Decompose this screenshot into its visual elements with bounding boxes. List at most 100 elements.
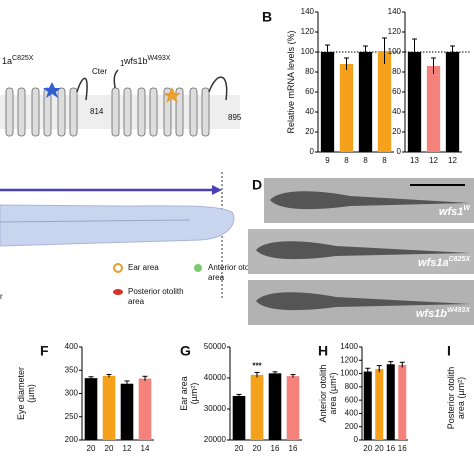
y-axis-label: Posterior otolitharea (µm²) xyxy=(446,367,466,430)
panel-letter: H xyxy=(318,343,328,359)
y-tick-label: 200 xyxy=(65,435,79,444)
n-label: 8 xyxy=(344,156,349,165)
legend-swatch xyxy=(113,263,123,273)
y-tick-label: 400 xyxy=(65,342,79,351)
bar xyxy=(398,364,407,440)
legend-swatch xyxy=(194,264,202,272)
protein-label: 1aC825X xyxy=(2,55,34,67)
n-label: 16 xyxy=(386,444,395,453)
y-tick-label: 60 xyxy=(305,87,314,96)
n-label: 8 xyxy=(382,156,387,165)
y-tick-label: 800 xyxy=(345,382,359,391)
n-label: 9 xyxy=(325,156,330,165)
n-label: 20 xyxy=(105,444,114,453)
n-label: 16 xyxy=(398,444,407,453)
bar xyxy=(445,52,460,152)
bar xyxy=(120,383,134,440)
y-tick-label: 200 xyxy=(345,422,359,431)
c-terminal-tail xyxy=(76,77,88,101)
significance: *** xyxy=(252,362,262,371)
y-tick-label: 40 xyxy=(305,107,314,116)
y-axis-label-line: Relative mRNA levels (%) xyxy=(286,30,296,133)
y-tick-label: 100 xyxy=(388,47,402,56)
genotype-label: wfs1bW493X xyxy=(416,307,471,320)
y-axis-label-line: Ear area xyxy=(179,376,189,411)
n-label: 20 xyxy=(87,444,96,453)
residue-label: 814 xyxy=(90,107,104,116)
protein-diagram: 1aC825X wfs1bW493X Cter 1 814 895 xyxy=(0,55,242,137)
y-axis-label-line: Eye diameter xyxy=(16,367,26,420)
genotype-label: wfs1aC825X xyxy=(418,256,471,269)
y-axis-label-line: Anterior otolith xyxy=(318,364,328,422)
bar xyxy=(320,52,335,152)
bar xyxy=(358,52,373,152)
protein-name: wfs1b xyxy=(123,56,148,66)
panel-letter: B xyxy=(262,9,272,25)
y-axis-label-line: (µm) xyxy=(26,384,36,403)
n-label: 16 xyxy=(289,444,298,453)
y-tick-label: 0 xyxy=(397,147,402,156)
cter-label: Cter xyxy=(92,67,107,76)
genotype-superscript: W xyxy=(463,205,471,212)
bar xyxy=(375,368,384,440)
y-tick-label: 60 xyxy=(392,87,401,96)
y-tick-label: 0 xyxy=(354,435,359,444)
y-tick-label: 20 xyxy=(392,127,401,136)
y-tick-label: 0 xyxy=(310,147,315,156)
mutation-star xyxy=(43,82,61,98)
genotype-name: wfs1 xyxy=(439,206,463,218)
bar xyxy=(84,378,98,440)
y-axis-label: Anterior otolitharea (µm²) xyxy=(318,364,338,422)
y-tick-label: 400 xyxy=(345,409,359,418)
y-tick-label: 80 xyxy=(305,67,314,76)
protein-superscript: W493X xyxy=(148,55,171,62)
bar xyxy=(407,52,422,152)
y-axis-label-line: (µm²) xyxy=(189,383,199,405)
n-label: 20 xyxy=(363,444,372,453)
y-tick-label: 1000 xyxy=(340,369,358,378)
y-tick-label: 20 xyxy=(305,127,314,136)
y-tick-label: 80 xyxy=(392,67,401,76)
residue-label: 1 xyxy=(120,59,125,68)
y-tick-label: 40000 xyxy=(204,373,227,382)
y-tick-label: 30000 xyxy=(204,404,227,413)
y-axis-label-line: area (µm²) xyxy=(456,377,466,419)
bar xyxy=(339,64,354,152)
genotype-label: wfs1W xyxy=(439,205,471,218)
genotype-superscript: W493X xyxy=(447,307,471,314)
y-axis-label-line: area (µm²) xyxy=(328,372,338,414)
n-label: 16 xyxy=(271,444,280,453)
bar xyxy=(377,51,392,152)
y-tick-label: 120 xyxy=(388,27,402,36)
y-tick-label: 50000 xyxy=(204,342,227,351)
panel-letter: G xyxy=(180,343,191,359)
n-label: 20 xyxy=(235,444,244,453)
legend-label: area xyxy=(208,273,225,282)
arrow-head xyxy=(212,185,222,195)
protein-name: 1a xyxy=(2,56,12,66)
y-tick-label: 140 xyxy=(388,7,402,16)
residue-label: 895 xyxy=(228,113,242,122)
n-label: 8 xyxy=(363,156,368,165)
legend-label: r xyxy=(0,292,3,301)
helices xyxy=(5,87,210,137)
bar xyxy=(363,371,372,440)
genotype-name: wfs1b xyxy=(416,308,447,320)
legend-label: Ear area xyxy=(128,263,159,272)
bar xyxy=(268,373,282,440)
larvae xyxy=(256,191,470,311)
y-tick-label: 120 xyxy=(301,27,315,36)
n-label: 12 xyxy=(448,156,457,165)
c-terminal-tail xyxy=(208,76,228,101)
y-axis-label: Relative mRNA levels (%) xyxy=(286,30,296,133)
y-tick-label: 1400 xyxy=(340,342,358,351)
n-label: 12 xyxy=(123,444,132,453)
y-tick-label: 250 xyxy=(65,412,79,421)
y-axis-label: Eye diameter(µm) xyxy=(16,367,36,420)
legend-label: Posterior otolith xyxy=(128,287,184,296)
larva-line xyxy=(0,219,191,223)
y-axis-label-line: Posterior otolith xyxy=(446,367,456,430)
